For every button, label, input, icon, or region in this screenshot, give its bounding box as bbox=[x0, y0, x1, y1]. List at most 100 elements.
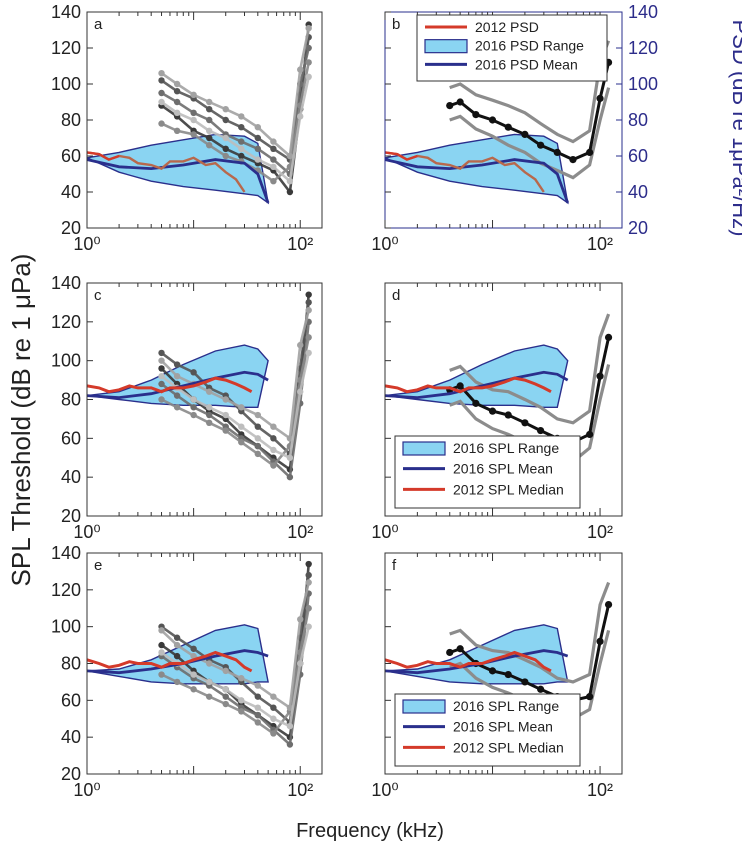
x-tick-label: 10² bbox=[587, 234, 613, 254]
individual-point bbox=[254, 156, 262, 163]
individual-mean-point bbox=[586, 693, 594, 701]
individual-point bbox=[205, 404, 213, 411]
individual-point bbox=[158, 365, 165, 372]
individual-point bbox=[270, 156, 277, 163]
plot-area bbox=[87, 560, 312, 748]
legend: 2016 SPL Range 2016 SPL Mean 2012 SPL Medi… bbox=[394, 435, 581, 509]
individual-point bbox=[286, 454, 294, 461]
individual-point bbox=[305, 334, 312, 341]
y-tick-label: 20 bbox=[61, 506, 81, 526]
legend-label: 2012 SPL Median bbox=[453, 739, 564, 755]
y-tick-label: 20 bbox=[61, 218, 81, 238]
individual-point bbox=[205, 693, 213, 700]
individual-mean-point bbox=[472, 111, 480, 119]
individual-mean-point bbox=[586, 430, 594, 439]
plot-area bbox=[87, 291, 312, 481]
plot-area bbox=[385, 40, 613, 205]
mean-line bbox=[87, 649, 269, 675]
individual-mean-point bbox=[488, 116, 497, 124]
individual-point bbox=[305, 306, 312, 314]
individual-point bbox=[222, 686, 229, 693]
x-tick-label: 10² bbox=[587, 780, 613, 800]
individual-point bbox=[158, 349, 165, 357]
individual-point bbox=[297, 113, 304, 120]
y-tick-label: 40 bbox=[61, 182, 81, 202]
individual-point bbox=[158, 70, 165, 77]
red-line-start bbox=[385, 151, 418, 161]
individual-point bbox=[238, 708, 245, 715]
individual-point bbox=[238, 124, 245, 131]
individual-point bbox=[238, 404, 245, 411]
red-line bbox=[87, 376, 253, 394]
y-tick-label: 100 bbox=[51, 74, 81, 94]
individual-point bbox=[190, 131, 197, 138]
legend: 2012 PSD 2016 PSD Range 2016 PSD Mean bbox=[416, 14, 608, 82]
y-right-tick-label: 40 bbox=[628, 182, 648, 202]
panel-letter: e bbox=[94, 557, 102, 574]
individual-point bbox=[158, 627, 165, 634]
x-tick-label: 10² bbox=[287, 522, 313, 542]
individual-point bbox=[238, 152, 245, 160]
individual-point bbox=[222, 411, 229, 419]
individual-point bbox=[305, 560, 312, 568]
main-x-label: Frequency (kHz) bbox=[296, 820, 444, 842]
individual-mean-point bbox=[537, 141, 545, 149]
individual-point bbox=[205, 388, 213, 395]
legend-label: 2012 SPL Median bbox=[453, 481, 564, 497]
individual-point bbox=[173, 373, 181, 380]
individual-point bbox=[254, 711, 262, 719]
red-line bbox=[385, 376, 552, 394]
individual-mean-point bbox=[604, 333, 613, 341]
individual-mean-point bbox=[521, 130, 529, 138]
individual-point bbox=[297, 388, 304, 395]
individual-point bbox=[305, 349, 312, 357]
panel-b: 10⁰ 10² 20 40 60 80 100 120 140 b 2012 PSD 2016 PSD… bbox=[371, 2, 658, 254]
individual-point bbox=[222, 145, 229, 152]
individual-point bbox=[158, 77, 165, 84]
individual-point bbox=[305, 623, 312, 630]
individual-point bbox=[222, 427, 229, 434]
x-tick-label: 10² bbox=[587, 522, 613, 542]
individual-point bbox=[238, 675, 245, 682]
individual-mean-point bbox=[569, 156, 577, 164]
individual-point bbox=[254, 693, 262, 700]
panel-letter: f bbox=[392, 557, 397, 574]
individual-mean-point bbox=[488, 407, 497, 415]
y-tick-label: 60 bbox=[61, 146, 81, 166]
legend-label: 2016 SPL Range bbox=[453, 440, 559, 456]
individual-point bbox=[238, 423, 245, 430]
panel-e: 10⁰ 10² 20 40 60 80 100 120 140 e bbox=[51, 543, 323, 800]
individual-point bbox=[222, 106, 229, 113]
y-tick-label: 140 bbox=[51, 543, 81, 563]
individual-point bbox=[254, 682, 262, 689]
individual-point bbox=[190, 645, 197, 652]
individual-mean-point bbox=[456, 98, 464, 106]
individual-point bbox=[158, 89, 165, 97]
legend-swatch-range bbox=[402, 441, 446, 456]
y-tick-label: 100 bbox=[51, 351, 81, 371]
individual-mean-point bbox=[596, 637, 604, 646]
y-tick-label: 80 bbox=[61, 110, 81, 130]
individual-point bbox=[297, 66, 304, 73]
individual-point bbox=[205, 142, 213, 149]
y-right-tick-label: 100 bbox=[628, 74, 658, 94]
individual-point bbox=[297, 341, 304, 349]
individual-mean-point bbox=[553, 148, 561, 156]
individual-point bbox=[305, 571, 312, 579]
legend-label: 2016 SPL Mean bbox=[453, 719, 553, 735]
individual-point bbox=[297, 616, 304, 623]
individual-point bbox=[270, 423, 277, 430]
y-tick-label: 80 bbox=[61, 390, 81, 410]
individual-lower-curve bbox=[449, 87, 611, 180]
individual-point bbox=[205, 98, 213, 106]
individual-point bbox=[205, 134, 213, 142]
individual-point bbox=[305, 605, 312, 612]
individual-point bbox=[238, 697, 245, 704]
individual-point bbox=[222, 700, 229, 708]
legend-swatch-range bbox=[402, 699, 446, 714]
individual-point bbox=[205, 127, 213, 134]
individual-mean-point bbox=[537, 426, 545, 435]
y-tick-label: 140 bbox=[51, 273, 81, 293]
panel-d: 10⁰ 10² d 2016 SPL Range 2016 SPL Mean 2012 S… bbox=[371, 282, 623, 542]
